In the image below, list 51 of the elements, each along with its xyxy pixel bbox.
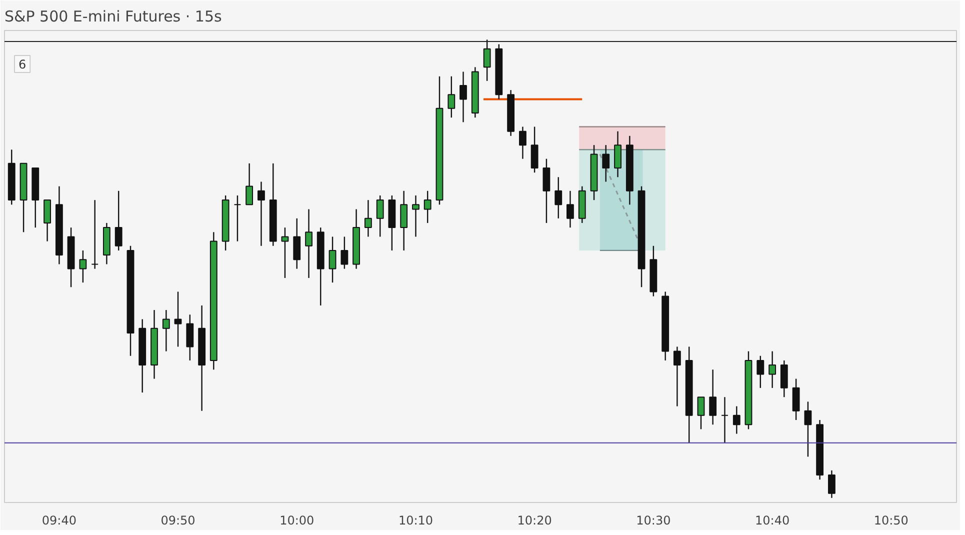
candlestick bbox=[400, 190, 408, 252]
candlestick bbox=[114, 190, 122, 252]
candlestick bbox=[186, 314, 194, 362]
candlestick bbox=[566, 190, 574, 228]
x-tick-label: 09:40 bbox=[42, 514, 76, 528]
candlestick bbox=[780, 360, 788, 398]
candlestick bbox=[697, 396, 705, 430]
candlestick bbox=[91, 199, 99, 270]
candlestick bbox=[281, 226, 289, 279]
candlestick bbox=[542, 158, 550, 224]
annotation: 6 bbox=[18, 58, 26, 72]
candlestick bbox=[614, 130, 622, 178]
candlestick bbox=[79, 250, 87, 284]
candlestick bbox=[293, 218, 301, 270]
candlestick bbox=[412, 194, 420, 238]
candlestick bbox=[804, 401, 812, 458]
candlestick bbox=[44, 199, 51, 242]
candlestick bbox=[234, 194, 242, 242]
candlestick bbox=[460, 71, 467, 123]
candlestick bbox=[246, 162, 254, 206]
candlestick bbox=[519, 126, 526, 160]
candlestick bbox=[424, 190, 432, 224]
candlestick bbox=[732, 406, 740, 434]
candlestick bbox=[328, 236, 336, 284]
candlestick bbox=[792, 378, 800, 421]
candlestick bbox=[530, 126, 538, 174]
candlestick bbox=[554, 176, 562, 219]
candlestick bbox=[768, 350, 776, 389]
x-tick-label: 10:40 bbox=[755, 514, 790, 528]
candlestick bbox=[602, 144, 610, 182]
candlestick bbox=[721, 396, 728, 444]
candlestick bbox=[340, 236, 348, 270]
x-tick-label: 10:00 bbox=[280, 514, 314, 528]
chart-title: S&P 500 E-mini Futures · 15s bbox=[4, 8, 222, 26]
x-tick-label: 09:50 bbox=[160, 514, 196, 528]
candlestick bbox=[162, 309, 170, 352]
candlestick bbox=[709, 369, 717, 426]
x-tick-label: 10:50 bbox=[874, 514, 908, 528]
candlestick bbox=[174, 291, 182, 348]
candlestick bbox=[258, 181, 265, 246]
candlestick bbox=[483, 39, 491, 82]
x-tick-label: 10:20 bbox=[517, 514, 552, 528]
candlestick bbox=[673, 346, 681, 407]
candlestick bbox=[305, 208, 312, 279]
x-tick-label: 10:10 bbox=[398, 514, 434, 528]
x-tick-label: 10:30 bbox=[636, 514, 671, 528]
candlestick bbox=[448, 76, 456, 118]
candlestick bbox=[364, 199, 372, 238]
candlestick bbox=[828, 470, 836, 499]
candlestick bbox=[756, 355, 764, 389]
candlestick bbox=[376, 194, 384, 238]
